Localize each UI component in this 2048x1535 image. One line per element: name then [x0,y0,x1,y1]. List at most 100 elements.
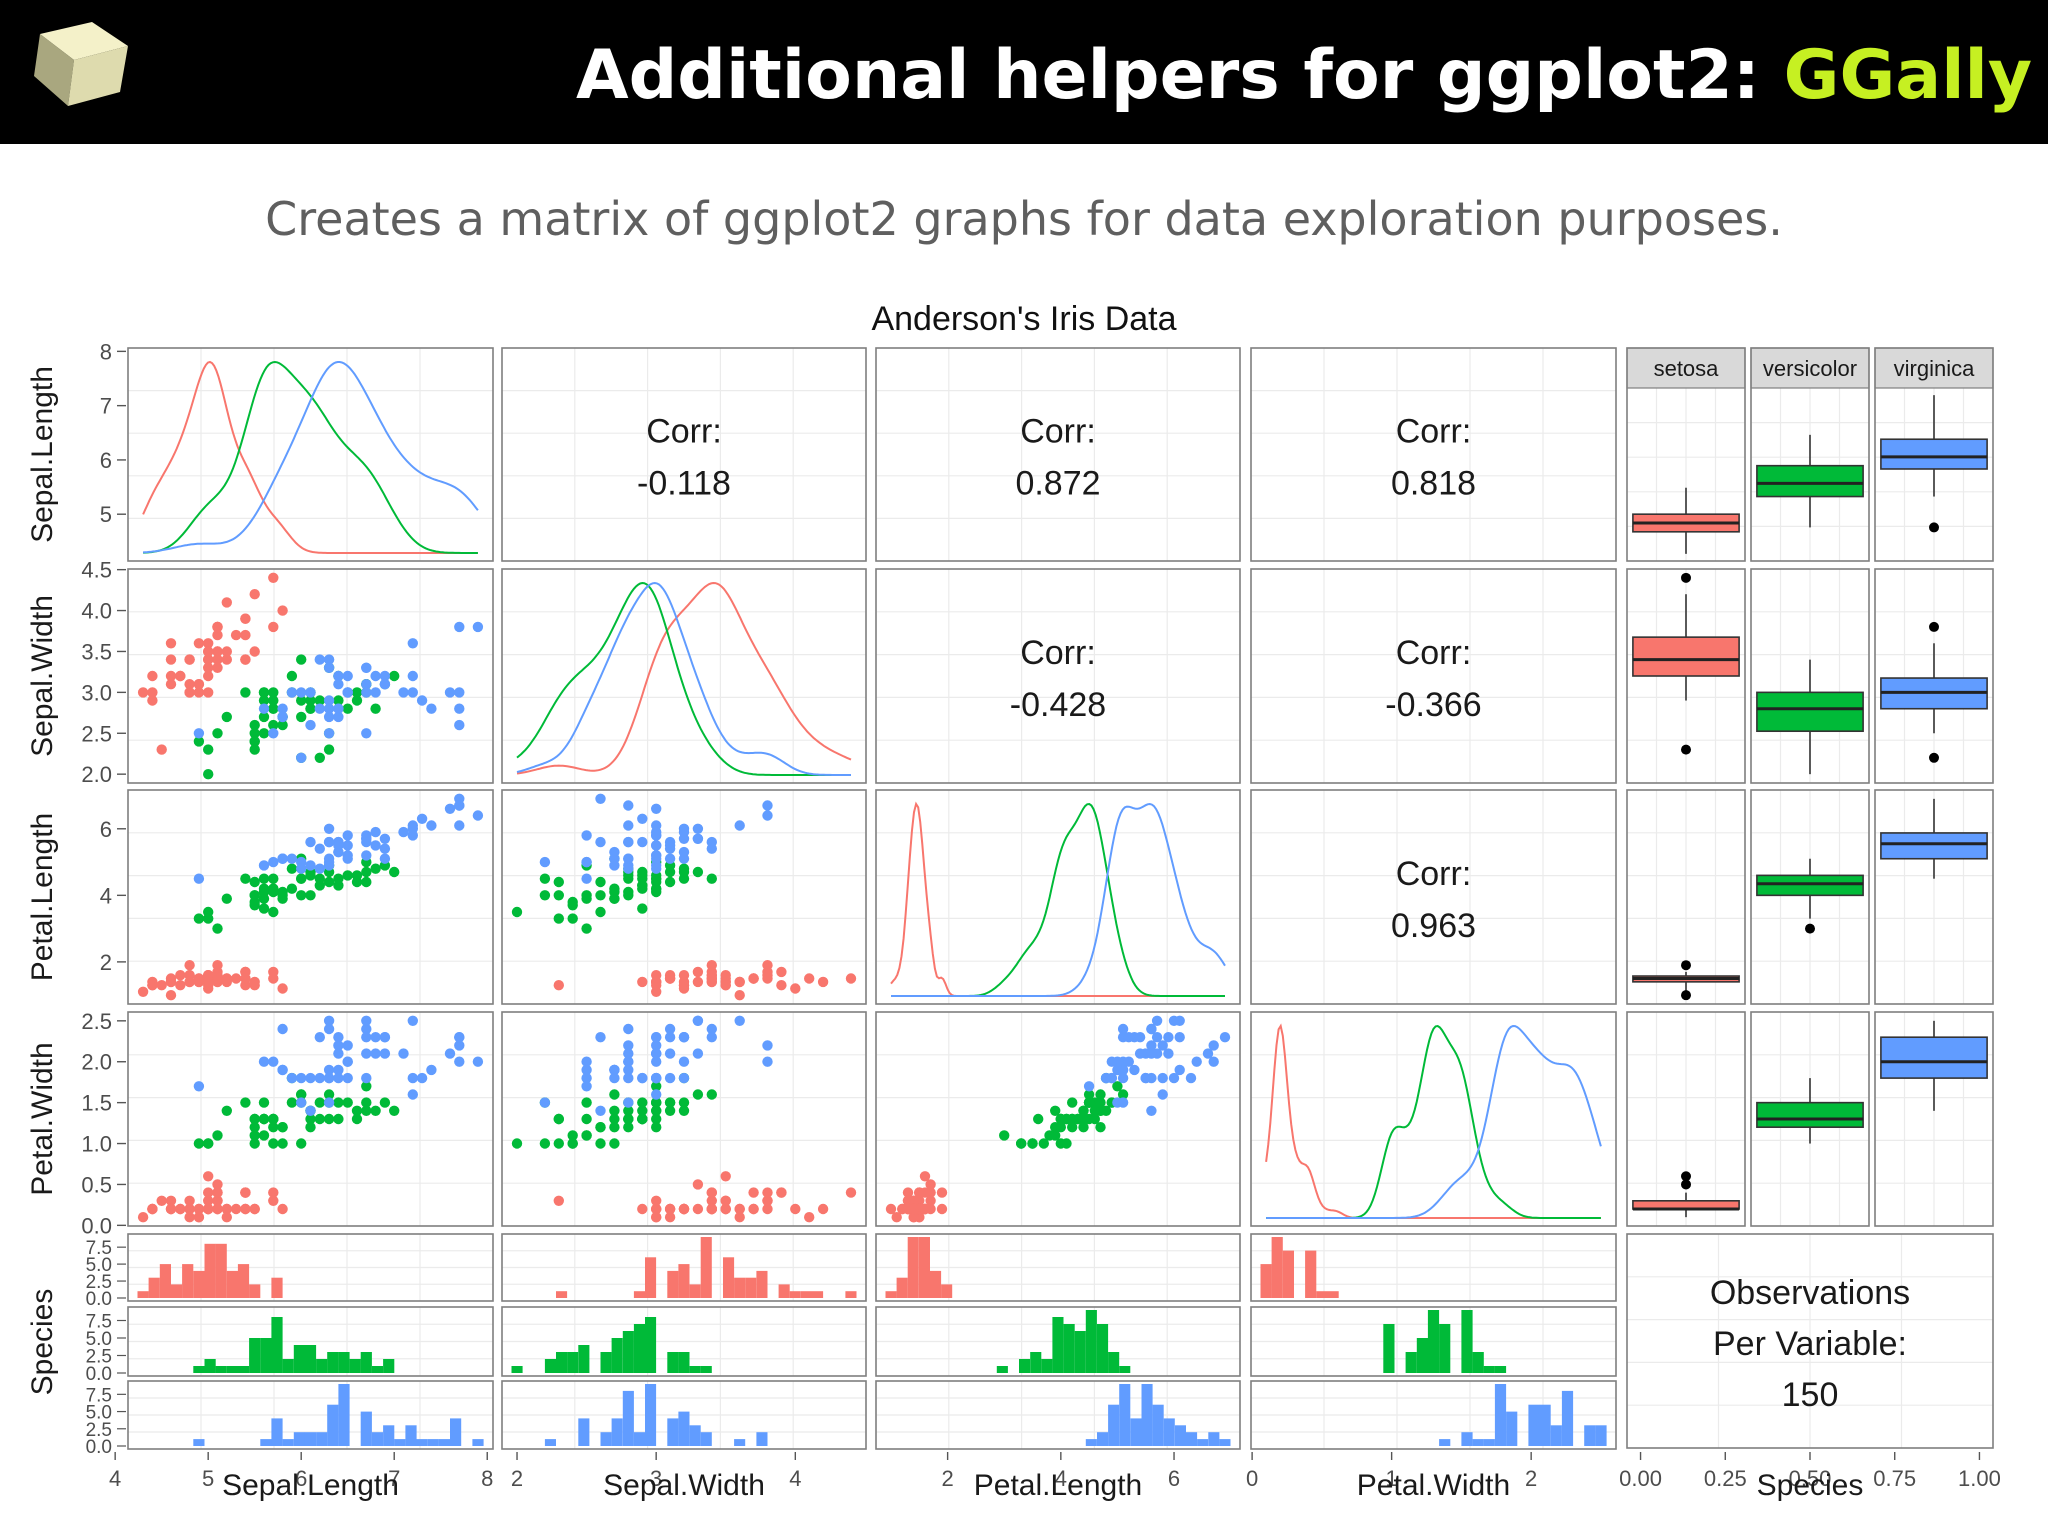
scatter-point-setosa [212,1187,223,1198]
facet-border [1750,568,1870,784]
scatter-point-versicolor [370,703,381,714]
scatter-point-versicolor [692,866,704,878]
histogram-bar-virginica [1141,1384,1153,1446]
scatter-point-versicolor [361,1105,372,1116]
x-tick-label: 6 [295,1466,307,1491]
scatter-point-virginica [1208,1056,1219,1067]
scatter-point-versicolor [212,728,223,739]
histogram-bar-virginica [282,1439,294,1446]
scatter-point-virginica [323,711,335,723]
scatter-point-setosa [692,966,704,978]
histogram-bar-setosa [249,1284,261,1298]
scatter-point-versicolor [609,1105,620,1116]
scatter-point-virginica [595,1105,606,1116]
histogram-bar-versicolor [1427,1310,1440,1373]
scatter-point-virginica [416,813,428,824]
scatter-point-virginica [379,1032,391,1043]
scatter-point-setosa [706,960,717,971]
x-tick-label: 8 [481,1466,493,1491]
histogram-bar-virginica [1108,1404,1120,1446]
histogram-bar-setosa [678,1264,690,1298]
scatter-point-versicolor [333,1113,344,1125]
histogram-bar-virginica [371,1432,384,1446]
scatter-point-versicolor [249,719,260,731]
scatter-point-versicolor [637,880,648,891]
scatter-point-versicolor [1038,1138,1050,1149]
scatter-point-setosa [240,613,251,624]
panel-Sepal.Width-Sepal.Length [128,569,493,783]
histogram-bar-virginica [394,1439,406,1446]
facet-label: virginica [1894,356,1975,381]
scatter-point-versicolor [351,1113,363,1125]
scatter-point-setosa [184,679,195,690]
histogram-bar-versicolor [260,1338,272,1373]
scatter-point-versicolor [193,913,205,924]
histogram-bar-virginica [1472,1439,1484,1446]
y-tick-label: 7.5 [86,1312,112,1333]
scatter-point-setosa [221,597,232,608]
panel-border [127,789,494,1005]
title-bar: Additional helpers for ggplot2: GGally [0,0,2048,144]
facet-border [127,1306,494,1377]
scatter-point-versicolor [1067,1097,1078,1108]
scatter-point-virginica [323,695,335,706]
y-tick-label: 0.0 [86,1289,112,1310]
scatter-point-virginica [581,1072,592,1084]
scatter-point-setosa [268,572,279,583]
scatter-point-virginica [333,840,344,851]
panel-Petal.Width-Petal.Length [876,1012,1240,1226]
scatter-point-versicolor [581,1130,592,1141]
histogram-bar-versicolor [1494,1366,1507,1373]
scatter-point-virginica [323,1072,335,1084]
histogram-bar-virginica [383,1425,395,1446]
scatter-point-setosa [885,1203,897,1215]
histogram-bar-virginica [293,1432,305,1446]
boxplot-outlier [1805,923,1815,934]
scatter-point-versicolor [258,883,270,894]
histogram-bar-versicolor [700,1366,712,1373]
panel-border [1250,347,1617,562]
scatter-point-versicolor [651,1081,662,1092]
x-axis-label: Species [1757,1469,1864,1502]
scatter-point-setosa [720,1171,731,1182]
histogram-bar-versicolor [556,1352,568,1373]
panel-bg [1251,348,1616,561]
scatter-point-versicolor [651,1113,662,1125]
histogram-bar-setosa [1260,1264,1272,1298]
scatter-point-versicolor [333,1097,344,1108]
observations-value: 150 [1782,1376,1839,1414]
density-line-versicolor [143,360,478,554]
histogram-bar-setosa [556,1291,568,1298]
scatter-point-virginica [651,853,662,864]
histogram-bar-virginica [271,1418,283,1446]
scatter-point-versicolor [678,1097,690,1108]
x-tick-label: 2 [1525,1466,1537,1491]
panel-bg [128,569,493,783]
scatter-point-versicolor [623,1113,634,1125]
panel-Species-Petal.Width [1251,1234,1616,1449]
scatter-point-virginica [623,863,634,874]
panel-border [1250,789,1617,1005]
scatter-point-virginica [1117,1072,1129,1084]
x-tick-label: 6 [1168,1466,1180,1491]
histogram-bar-virginica [689,1425,701,1446]
scatter-point-virginica [323,1023,335,1035]
scatter-point-setosa [748,1187,759,1198]
histogram-bar-versicolor [193,1366,205,1373]
scatter-point-versicolor [249,876,260,888]
histogram-bar-virginica [405,1425,417,1446]
panel-bg [876,348,1240,561]
scatter-point-versicolor [1095,1097,1106,1108]
histogram-bar-setosa [723,1257,735,1298]
histogram-bar-versicolor [667,1352,679,1373]
scatter-point-virginica [1163,1032,1174,1043]
y-tick-label: 8 [100,339,112,364]
scatter-point-virginica [692,823,704,834]
scatter-point-virginica [678,1072,690,1084]
scatter-point-virginica [407,830,418,841]
scatter-point-setosa [212,1195,223,1206]
scatter-point-virginica [379,1048,391,1059]
scatter-point-virginica [426,820,437,831]
scatter-point-setosa [277,983,288,994]
scatter-point-setosa [678,1203,690,1215]
